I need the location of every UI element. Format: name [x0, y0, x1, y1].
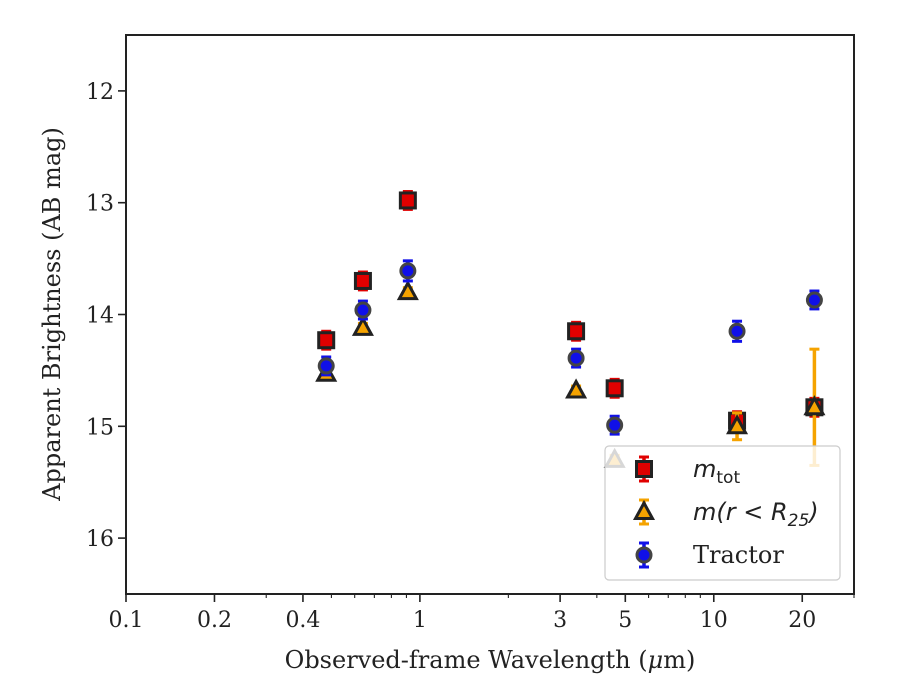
data-point-circle [728, 322, 746, 340]
data-point-triangle [803, 395, 826, 416]
y-tick-label: 12 [86, 80, 114, 105]
x-tick-label: 20 [788, 608, 816, 633]
legend-marker-square [635, 460, 653, 478]
series-2 [317, 259, 823, 436]
legend-label: m(r < R25) [693, 498, 819, 531]
x-tick-label: 3 [553, 608, 567, 633]
x-tick-label: 0.4 [285, 608, 320, 633]
y-tick-label: 14 [86, 304, 114, 329]
x-tick-label: 0.1 [109, 608, 144, 633]
x-tick-label: 0.2 [197, 608, 232, 633]
data-point-square [567, 322, 586, 341]
x-tick-label: 10 [700, 608, 728, 633]
x-tick-label: 1 [413, 608, 427, 633]
x-tick-label: 5 [618, 608, 632, 633]
data-point-square [353, 271, 372, 290]
data-point-circle [354, 301, 372, 319]
legend: mtot m(r < R25) Tractor [604, 445, 841, 581]
data-point-circle [606, 416, 624, 434]
data-point-circle [567, 349, 585, 367]
data-point-circle [805, 291, 823, 309]
data-point-triangle [565, 378, 588, 399]
legend-label: mtot [693, 455, 740, 488]
legend-label: Tractor [693, 541, 784, 569]
plot-frame [125, 34, 855, 595]
data-point-triangle [351, 315, 374, 336]
legend-marker-triangle [632, 499, 656, 520]
y-tick-label: 15 [86, 415, 114, 440]
y-tick-label: 13 [86, 192, 114, 217]
y-axis-label: Apparent Brightness (AB mag) [38, 127, 66, 502]
plot-area [315, 190, 826, 468]
legend-box [604, 445, 841, 581]
data-point-circle [317, 357, 335, 375]
data-point-triangle [396, 280, 419, 301]
data-point-square [317, 331, 336, 350]
legend-marker-circle [635, 546, 653, 564]
data-point-square [398, 191, 417, 210]
y-tick-label: 16 [86, 527, 114, 552]
data-point-triangle [726, 414, 749, 435]
x-axis-label: Observed-frame Wavelength (μm) [285, 646, 696, 674]
data-point-circle [399, 262, 417, 280]
data-point-square [605, 379, 624, 398]
